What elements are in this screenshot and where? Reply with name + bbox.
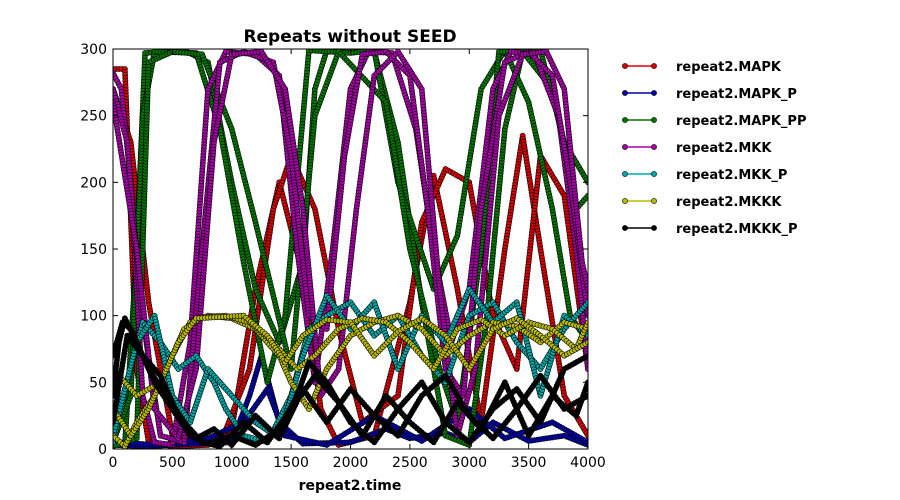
chart-title: Repeats without SEED: [243, 27, 456, 47]
data-point: [585, 432, 588, 439]
series-layer: [113, 49, 588, 449]
plot-area: [112, 48, 589, 450]
